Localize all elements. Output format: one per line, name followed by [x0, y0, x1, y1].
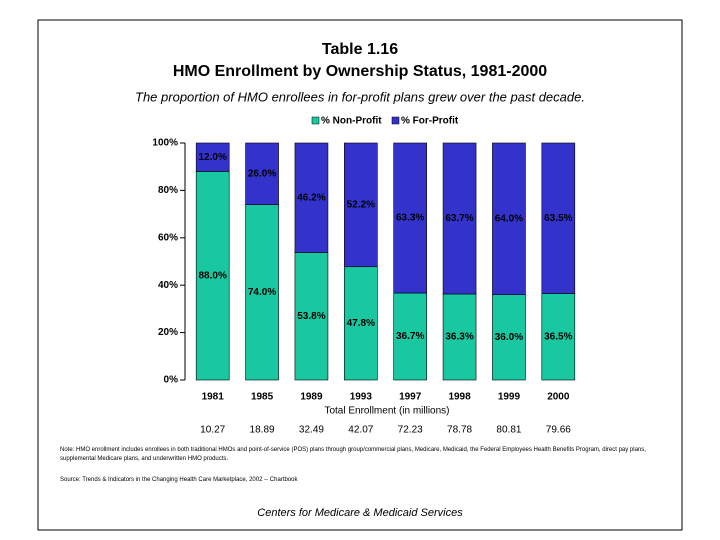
enrollment-value: 79.66: [546, 425, 571, 436]
legend-swatch: [391, 116, 400, 125]
bar-segment: [541, 293, 576, 381]
bar-segment: [245, 142, 279, 205]
value-label: 74.0%: [248, 287, 276, 298]
legend-label: % Non-Profit: [321, 116, 382, 127]
bar-segment: [294, 142, 329, 253]
bar-segment: [442, 293, 477, 381]
x-axis-title: Total Enrollment (in millions): [324, 406, 449, 417]
value-label: 36.3%: [445, 332, 473, 343]
y-tick-label: 20%: [158, 327, 178, 338]
enrollment-value: 72.23: [398, 425, 423, 436]
value-label: 88.0%: [199, 270, 227, 281]
legend-swatch: [311, 116, 320, 125]
enrollment-value: 32.49: [299, 425, 324, 436]
value-label: 64.0%: [495, 213, 523, 224]
enrollment-value: 78.78: [447, 425, 472, 436]
bar-segment: [344, 142, 378, 268]
value-label: 36.5%: [544, 331, 572, 342]
x-tick-label: 2000: [547, 392, 570, 403]
y-tick-label: 40%: [158, 280, 178, 291]
enrollment-value: 42.07: [348, 425, 373, 436]
y-tick-label: 100%: [152, 138, 178, 149]
legend-label: % For-Profit: [401, 116, 459, 127]
value-label: 63.7%: [445, 213, 473, 224]
x-tick-label: 1993: [350, 392, 373, 403]
bar-segment: [195, 171, 230, 381]
chart-subtitle: HMO Enrollment by Ownership Status, 1981…: [173, 63, 547, 80]
x-tick-label: 1997: [399, 392, 422, 403]
bar-segment: [393, 292, 427, 381]
enrollment-value: 18.89: [250, 425, 275, 436]
bar-segment: [492, 142, 526, 295]
y-tick-label: 80%: [158, 185, 178, 196]
y-tick-label: 0%: [164, 375, 179, 386]
note: Note: HMO enrollment includes enrollees …: [60, 447, 646, 462]
value-label: 63.5%: [544, 213, 572, 224]
value-label: 12.0%: [199, 152, 227, 163]
bar-segment: [245, 204, 279, 381]
chart-title: Table 1.16: [322, 41, 398, 58]
value-label: 47.8%: [347, 318, 375, 329]
caption: The proportion of HMO enrollees in for-p…: [135, 89, 585, 104]
bar-segment: [442, 142, 477, 295]
value-label: 36.7%: [396, 331, 424, 342]
x-tick-label: 1999: [498, 392, 521, 403]
y-tick-label: 60%: [158, 232, 178, 243]
bar-segment: [294, 252, 329, 381]
enrollment-value: 10.27: [200, 425, 225, 436]
value-label: 52.2%: [347, 199, 375, 210]
frame: [37, 19, 683, 531]
footer: Centers for Medicare & Medicaid Services: [257, 507, 463, 519]
x-tick-label: 1989: [300, 392, 323, 403]
value-label: 63.3%: [396, 213, 424, 224]
enrollment-value: 80.81: [496, 425, 521, 436]
bar-segment: [393, 142, 427, 294]
value-label: 36.0%: [495, 332, 523, 343]
value-label: 53.8%: [297, 311, 325, 322]
x-tick-label: 1981: [202, 392, 225, 403]
value-label: 26.0%: [248, 168, 276, 179]
x-tick-label: 1985: [251, 392, 274, 403]
x-tick-label: 1998: [448, 392, 471, 403]
bar-segment: [541, 142, 576, 294]
bar-segment: [492, 294, 526, 381]
bar-segment: [344, 266, 378, 381]
value-label: 46.2%: [297, 192, 325, 203]
source: Source: Trends & Indicators in the Chang…: [60, 477, 298, 483]
bar-segment: [195, 142, 230, 172]
